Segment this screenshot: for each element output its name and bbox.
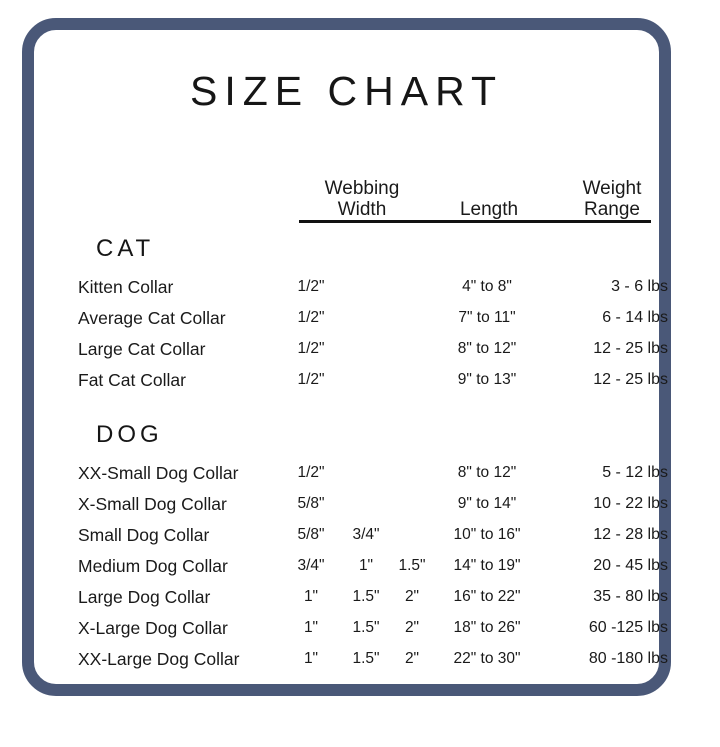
webbing-width-option-3: 2" [404, 650, 420, 667]
table-row: Large Dog Collar 1" 1.5" 2" 16" to 22" 35 - 8… [34, 586, 668, 617]
column-header-weight-range: Weight Range [557, 178, 667, 220]
table-row: Kitten Collar 1/2" 4" to 8" 3 - 6 lbs [34, 276, 668, 307]
weight-range-value: 20 - 45 lbs [593, 557, 668, 574]
size-chart-card: SIZE CHART Webbing Width Length Weight R… [22, 18, 671, 696]
row-label: Kitten Collar [78, 277, 174, 297]
webbing-width-option-1: 1/2" [297, 278, 325, 295]
row-label: XX-Large Dog Collar [78, 649, 240, 669]
length-value: 8" to 12" [457, 340, 517, 357]
weight-range-value: 3 - 6 lbs [611, 278, 668, 295]
webbing-width-option-2: 1" [358, 557, 374, 574]
webbing-width-option-3: 2" [404, 619, 420, 636]
weight-range-value: 12 - 28 lbs [593, 526, 668, 543]
column-header-length: Length [434, 199, 544, 220]
page-title: SIZE CHART [190, 68, 503, 114]
length-value: 4" to 8" [462, 278, 512, 295]
length-value: 10" to 16" [453, 526, 521, 543]
row-label: X-Small Dog Collar [78, 494, 227, 514]
webbing-width-option-1: 1" [303, 650, 319, 667]
column-header-webbing-width: Webbing Width [307, 178, 417, 220]
webbing-width-option-1: 5/8" [297, 526, 325, 543]
webbing-width-option-1: 3/4" [297, 557, 325, 574]
weight-range-line-2: Range [584, 199, 640, 220]
length-value: 16" to 22" [453, 588, 521, 605]
webbing-width-option-2: 1.5" [352, 619, 380, 636]
weight-range-value: 12 - 25 lbs [593, 371, 668, 388]
column-headers: Webbing Width Length Weight Range [34, 158, 659, 220]
weight-range-value: 35 - 80 lbs [593, 588, 668, 605]
length-value: 18" to 26" [453, 619, 521, 636]
section-heading-dog: DOG [96, 421, 163, 448]
table-row: X-Large Dog Collar 1" 1.5" 2" 18" to 26" 60 -… [34, 617, 668, 648]
length-value: 9" to 13" [457, 371, 517, 388]
webbing-width-option-1: 1/2" [297, 309, 325, 326]
weight-range-value: 6 - 14 lbs [602, 309, 668, 326]
row-label: Large Dog Collar [78, 587, 211, 607]
webbing-width-option-1: 1/2" [297, 464, 325, 481]
table-row: Medium Dog Collar 3/4" 1" 1.5" 14" to 19" 20 … [34, 555, 668, 586]
size-chart-inner: SIZE CHART Webbing Width Length Weight R… [34, 30, 668, 684]
weight-range-value: 80 -180 lbs [588, 650, 668, 667]
webbing-width-line-1: Webbing [324, 178, 400, 199]
webbing-width-option-1: 1/2" [297, 340, 325, 357]
table-row: Large Cat Collar 1/2" 8" to 12" 12 - 25 lbs [34, 338, 668, 369]
length-value: 7" to 11" [458, 309, 516, 326]
webbing-width-option-3: 1.5" [398, 557, 426, 574]
length-label: Length [459, 199, 519, 220]
weight-range-value: 12 - 25 lbs [593, 340, 668, 357]
webbing-width-option-2: 1.5" [352, 650, 380, 667]
length-value: 14" to 19" [453, 557, 521, 574]
row-label: Medium Dog Collar [78, 556, 228, 576]
table-row: Average Cat Collar 1/2" 7" to 11" 6 - 14 lb… [34, 307, 668, 338]
table-row: Fat Cat Collar 1/2" 9" to 13" 12 - 25 lbs [34, 369, 668, 400]
weight-range-line-1: Weight [582, 178, 642, 199]
webbing-width-line-2: Width [337, 199, 387, 220]
row-label: Fat Cat Collar [78, 370, 186, 390]
webbing-width-option-2: 3/4" [352, 526, 380, 543]
row-label: Large Cat Collar [78, 339, 206, 359]
row-label: XX-Small Dog Collar [78, 463, 239, 483]
table-row: XX-Large Dog Collar 1" 1.5" 2" 22" to 30" 80 … [34, 648, 668, 679]
table-row: Small Dog Collar 5/8" 3/4" 10" to 16" 12 - 2… [34, 524, 668, 555]
header-divider-rule [299, 220, 651, 223]
webbing-width-option-1: 1" [303, 619, 319, 636]
weight-range-value: 60 -125 lbs [588, 619, 668, 636]
webbing-width-option-1: 1/2" [297, 371, 325, 388]
section-heading-cat: CAT [96, 235, 155, 262]
webbing-width-option-2: 1.5" [352, 588, 380, 605]
weight-range-value: 10 - 22 lbs [593, 495, 668, 512]
row-label: Average Cat Collar [78, 308, 226, 328]
webbing-width-option-1: 5/8" [297, 495, 325, 512]
length-value: 8" to 12" [457, 464, 517, 481]
webbing-width-option-1: 1" [303, 588, 319, 605]
weight-range-value: 5 - 12 lbs [602, 464, 668, 481]
row-label: X-Large Dog Collar [78, 618, 228, 638]
table-row: X-Small Dog Collar 5/8" 9" to 14" 10 - 22 l… [34, 493, 668, 524]
row-label: Small Dog Collar [78, 525, 210, 545]
length-value: 9" to 14" [457, 495, 517, 512]
webbing-width-option-3: 2" [404, 588, 420, 605]
table-row: XX-Small Dog Collar 1/2" 8" to 12" 5 - 12 l… [34, 462, 668, 493]
length-value: 22" to 30" [453, 650, 521, 667]
